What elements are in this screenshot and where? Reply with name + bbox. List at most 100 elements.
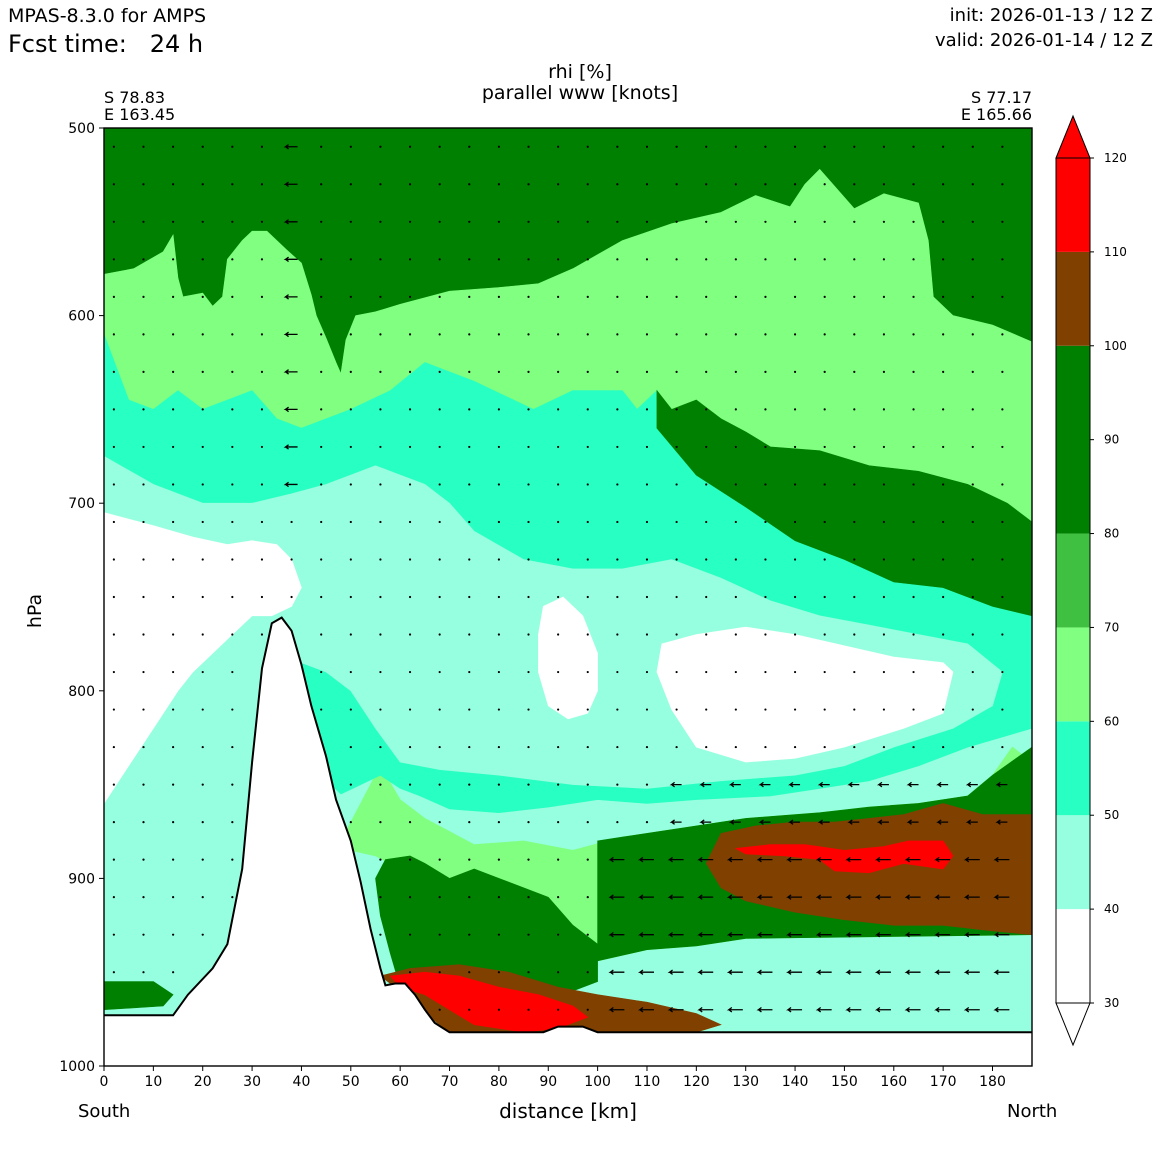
- wind-vector: [705, 708, 708, 711]
- wind-vector: [260, 295, 264, 298]
- wind-vector: [201, 633, 204, 636]
- wind-vector: [468, 1008, 471, 1011]
- x-tick-label: 90: [539, 1074, 557, 1090]
- wind-vector: [438, 896, 441, 899]
- wind-vector: [497, 183, 500, 186]
- wind-vector: [1001, 745, 1004, 749]
- wind-vector: [697, 894, 714, 900]
- wind-vector: [823, 295, 826, 298]
- wind-vector: [586, 520, 589, 524]
- wind-vector: [734, 708, 737, 711]
- wind-vector: [468, 708, 471, 711]
- wind-vector: [379, 183, 382, 186]
- rhi-region-7: [538, 596, 598, 720]
- wind-vector: [734, 745, 737, 749]
- wind-vector: [438, 333, 441, 336]
- wind-vector: [142, 933, 145, 936]
- wind-vector: [705, 670, 708, 674]
- wind-vector: [756, 931, 773, 938]
- wind-vector: [675, 183, 678, 186]
- wind-vector: [853, 333, 856, 336]
- wind-vector: [645, 483, 649, 486]
- wind-vector: [468, 295, 471, 298]
- wind-vector: [697, 1006, 714, 1013]
- wind-vector: [616, 370, 619, 373]
- wind-vector: [201, 445, 204, 449]
- wind-vector: [142, 896, 145, 899]
- wind-vector: [290, 595, 293, 599]
- wind-vector: [758, 819, 771, 825]
- wind-vector: [971, 183, 974, 186]
- wind-vector: [675, 370, 678, 373]
- wind-vector: [734, 370, 737, 373]
- wind-vector: [645, 783, 649, 786]
- wind-vector: [142, 595, 145, 599]
- wind-vector: [260, 558, 264, 561]
- x-tick-label: 140: [782, 1074, 809, 1090]
- wind-vector: [758, 781, 771, 788]
- wind-vector: [379, 408, 382, 411]
- wind-vector: [764, 258, 767, 261]
- wind-vector: [112, 821, 115, 824]
- wind-vector: [882, 558, 886, 561]
- wind-vector: [557, 295, 560, 298]
- wind-vector: [971, 595, 974, 599]
- wind-vector: [112, 295, 115, 298]
- wind-vector: [882, 295, 886, 298]
- wind-vector: [608, 931, 625, 938]
- wind-vector: [904, 1006, 921, 1013]
- wind-vector: [965, 781, 978, 788]
- wind-vector: [705, 333, 708, 336]
- wind-vector: [793, 445, 797, 449]
- colorbar-band: [1056, 721, 1090, 816]
- wind-vector: [705, 745, 708, 749]
- wind-vector: [616, 258, 619, 261]
- wind-vector: [497, 333, 500, 336]
- wind-vector: [586, 295, 589, 298]
- wind-vector: [793, 558, 797, 561]
- wind-vector: [793, 595, 797, 599]
- wind-vector: [882, 220, 886, 223]
- wind-vector: [817, 819, 830, 825]
- wind-vector: [408, 821, 412, 824]
- wind-vector: [172, 183, 175, 186]
- wind-vector: [726, 969, 743, 975]
- wind-vector: [231, 295, 234, 298]
- y-tick-label: 500: [68, 121, 95, 137]
- colorbar: 30 40 50 60 70 80 90 100 110 120: [1055, 114, 1127, 1047]
- wind-vector: [616, 333, 619, 336]
- wind-vector: [408, 783, 412, 786]
- wind-vector: [586, 783, 589, 786]
- wind-vector: [912, 483, 915, 486]
- wind-vector: [971, 445, 974, 449]
- wind-vector: [756, 856, 773, 863]
- wind-vector: [527, 708, 530, 711]
- wind-vector: [637, 1006, 654, 1013]
- wind-vector: [586, 933, 589, 936]
- wind-vector: [788, 819, 801, 825]
- wind-vector: [793, 670, 797, 674]
- wind-vector: [379, 520, 382, 524]
- wind-vector: [912, 295, 915, 298]
- colorbar-tick-label: 100: [1104, 339, 1127, 353]
- wind-vector: [201, 183, 204, 186]
- wind-vector: [874, 969, 891, 975]
- wind-vector: [527, 370, 530, 373]
- wind-vector: [231, 258, 234, 261]
- wind-vector: [408, 745, 412, 749]
- colorbar-tick-label: 60: [1104, 714, 1119, 728]
- wind-vector: [882, 408, 886, 411]
- wind-vector: [971, 258, 974, 261]
- wind-vector: [815, 969, 832, 975]
- wind-vector: [408, 145, 412, 148]
- wind-vector: [142, 783, 145, 786]
- wind-vector: [764, 745, 767, 749]
- wind-vector: [853, 295, 856, 298]
- wind-vector: [845, 931, 862, 938]
- wind-vector: [201, 745, 204, 749]
- wind-vector: [823, 333, 826, 336]
- wind-vector: [853, 258, 856, 261]
- wind-vector: [468, 333, 471, 336]
- wind-vector: [942, 370, 945, 373]
- x-tick-label: 40: [293, 1074, 311, 1090]
